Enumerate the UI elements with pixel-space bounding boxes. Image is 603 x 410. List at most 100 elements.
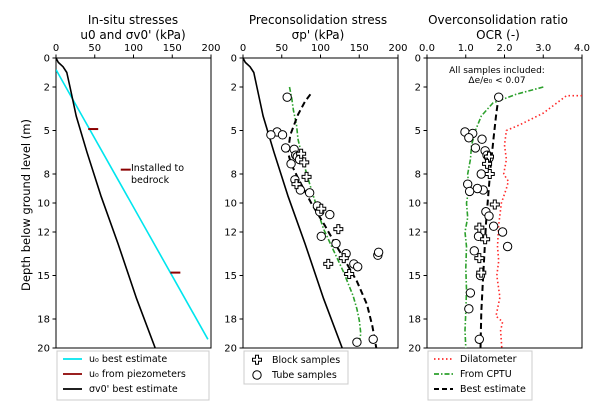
block-sample-point <box>301 171 312 182</box>
tube-sample-point <box>304 188 315 198</box>
y-tick-label: 20 <box>224 344 237 355</box>
legend-block-samples: Block samples <box>272 355 340 366</box>
tube-sample-point <box>497 227 508 237</box>
y-tick-label: 0 <box>231 54 237 65</box>
y-axis-label: Depth below ground level (m) <box>19 119 33 291</box>
tube-sample-point <box>368 334 378 344</box>
x-tick-label: 200 <box>388 43 407 54</box>
block-sample-point <box>480 234 491 245</box>
panel-preconsolidation-stress: Preconsolidation stress σp' (kPa) 0 50 100… <box>224 13 408 385</box>
legend-u0-best: u₀ best estimate <box>89 354 167 365</box>
y-tick-label: 0 <box>44 54 50 65</box>
x-tick-label: 50 <box>88 43 101 54</box>
panel3-legend-box <box>427 350 533 401</box>
panel1-title-line1: In-situ stresses <box>88 13 178 27</box>
y-tick-label: 15 <box>37 271 50 282</box>
legend-tube-marker <box>252 370 262 380</box>
x-tick-label: 100 <box>124 43 143 54</box>
panel2-legend-box <box>243 350 349 385</box>
block-sample-point <box>474 222 485 233</box>
x-tick-label: 150 <box>350 43 369 54</box>
legend-best-estimate: Best estimate <box>460 384 526 395</box>
y-tick-label: 15 <box>408 271 421 282</box>
y-tick-label: 12 <box>37 228 50 239</box>
tube-sample-point <box>352 337 362 347</box>
tube-sample-point <box>476 169 486 179</box>
series-u0-best-estimate <box>56 69 209 340</box>
x-tick-label: 0 <box>53 43 59 54</box>
block-sample-point <box>291 179 302 190</box>
tube-sample-point <box>488 221 499 231</box>
panel3-legend: Dilatometer From CPTU Best estimate <box>427 350 533 401</box>
annotation-backdrop <box>447 63 547 85</box>
panel1-legend-box <box>56 350 210 401</box>
panel1-legend: u₀ best estimate u₀ from piezometers σv0… <box>56 350 210 401</box>
panel1-annotation-line2: bedrock <box>131 175 170 186</box>
panel-series-group <box>460 86 582 348</box>
y-tick-label: 8 <box>231 170 237 181</box>
y-tick-label: 5 <box>415 126 421 137</box>
tube-sample-point <box>464 186 475 197</box>
block-sample-point <box>474 253 485 264</box>
panel1-title-line2: u0 and σv0' (kPa) <box>80 28 185 42</box>
tube-sample-point <box>502 241 513 252</box>
y-tick-label: 8 <box>44 170 50 181</box>
y-tick-label: 12 <box>408 228 421 239</box>
tube-sample-point <box>477 134 487 144</box>
series-best-estimate <box>286 93 378 348</box>
x-tick-label: 50 <box>275 43 288 54</box>
tube-sample-point <box>373 247 384 258</box>
panel3-annotation-line2: Δe/e₀ < 0.07 <box>468 76 525 86</box>
series-from-cptu <box>464 86 544 348</box>
block-sample-point <box>323 258 334 269</box>
tube-sample-point <box>286 159 296 169</box>
panel2-legend: Block samples Tube samples <box>243 350 349 385</box>
tube-sample-point <box>493 92 504 102</box>
series-dilatometer <box>495 94 582 348</box>
series--v0-best-estimate <box>56 58 156 348</box>
tube-sample-point <box>316 231 326 242</box>
panel2-title-line1: Preconsolidation stress <box>249 13 387 27</box>
panel-overconsolidation-ratio: Overconsolidation ratio OCR (-) 0.0 1.0 2.… <box>408 13 590 401</box>
tube-sample-point <box>472 183 483 194</box>
series-best-estimate <box>479 95 500 348</box>
tube-sample-point <box>277 130 288 140</box>
tube-sample-point <box>325 209 335 220</box>
y-tick-label: 10 <box>37 199 50 210</box>
x-tick-label: 1.0 <box>458 43 474 54</box>
legend-dilatometer: Dilatometer <box>460 354 517 365</box>
tube-sample-point <box>465 288 476 298</box>
block-sample-point <box>484 151 494 162</box>
series--v0-reference <box>243 58 343 348</box>
x-tick-label: 150 <box>163 43 182 54</box>
y-tick-label: 2 <box>231 83 237 94</box>
y-tick-label: 8 <box>415 170 421 181</box>
panel2-title-line2: σp' (kPa) <box>292 28 345 42</box>
y-tick-label: 10 <box>224 199 237 210</box>
series-cptu-estimate <box>288 86 362 347</box>
y-tick-label: 18 <box>408 315 421 326</box>
block-sample-point <box>333 224 344 235</box>
panel3-title-line1: Overconsolidation ratio <box>428 13 568 27</box>
tube-sample-point <box>353 262 363 272</box>
tube-sample-point <box>280 143 291 153</box>
tube-sample-point <box>282 92 292 102</box>
panel-series-group <box>56 58 209 348</box>
y-tick-label: 2 <box>44 83 50 94</box>
x-tick-label: 200 <box>201 43 220 54</box>
block-sample-point <box>482 158 493 169</box>
tube-sample-point <box>484 211 494 221</box>
x-tick-label: 2.0 <box>497 43 513 54</box>
block-sample-point <box>316 203 327 214</box>
tube-sample-point <box>470 143 481 153</box>
y-tick-label: 12 <box>224 228 237 239</box>
y-tick-label: 20 <box>37 344 50 355</box>
panel3-annotation-line1: All samples included: <box>449 66 545 76</box>
y-tick-label: 18 <box>37 315 50 326</box>
block-sample-point <box>338 253 349 264</box>
legend-tube-samples: Tube samples <box>271 370 337 381</box>
x-tick-label: 3.0 <box>535 43 551 54</box>
x-tick-label: 0.0 <box>419 43 435 54</box>
block-sample-point <box>489 199 500 210</box>
